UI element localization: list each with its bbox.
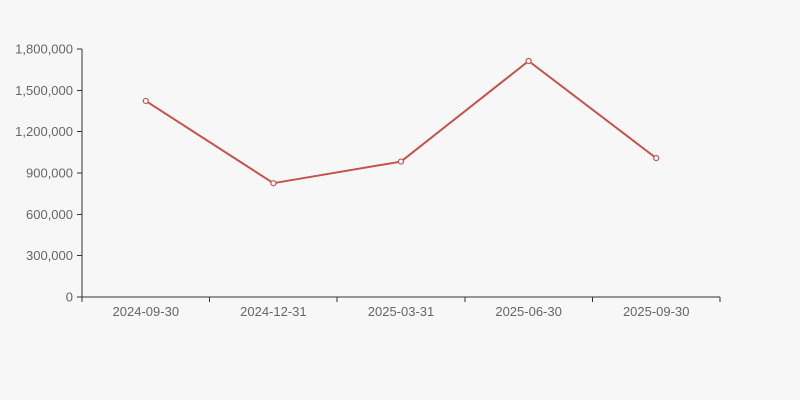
y-axis-tick-label: 1,800,000 — [15, 42, 73, 57]
data-point-marker[interactable] — [525, 57, 532, 65]
x-axis-tick-label: 2025-09-30 — [623, 304, 690, 319]
data-point-marker[interactable] — [142, 97, 149, 105]
y-axis-tick-label: 1,500,000 — [15, 83, 73, 98]
y-axis-tick-label: 0 — [66, 290, 73, 305]
x-axis-tick-label: 2025-03-31 — [368, 304, 435, 319]
x-axis-tick-label: 2024-12-31 — [240, 304, 307, 319]
y-axis-tick-label: 600,000 — [26, 207, 73, 222]
data-point-marker[interactable] — [397, 158, 405, 165]
y-axis-tick-label: 900,000 — [26, 166, 73, 181]
data-point-marker[interactable] — [270, 180, 277, 187]
data-point-marker[interactable] — [653, 155, 660, 162]
y-axis-tick-label: 1,200,000 — [15, 124, 73, 139]
y-axis-tick-label: 300,000 — [26, 248, 73, 263]
series-line — [144, 59, 658, 185]
x-axis-tick-label: 2024-09-30 — [113, 304, 180, 319]
x-axis-tick-label: 2025-06-30 — [495, 304, 562, 319]
